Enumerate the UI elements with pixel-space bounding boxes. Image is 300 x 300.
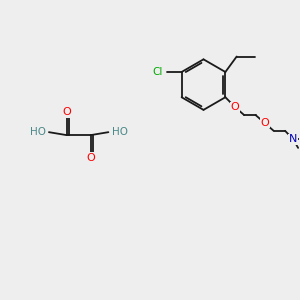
Text: O: O (86, 153, 95, 163)
Text: O: O (231, 102, 240, 112)
Text: O: O (260, 118, 269, 128)
Text: Cl: Cl (153, 67, 163, 77)
Text: O: O (62, 107, 71, 117)
Text: HO: HO (30, 127, 46, 137)
Text: N: N (289, 134, 297, 144)
Text: HO: HO (112, 127, 128, 137)
